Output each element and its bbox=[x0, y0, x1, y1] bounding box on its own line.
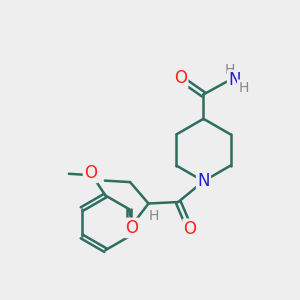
Text: O: O bbox=[125, 219, 138, 237]
Text: O: O bbox=[174, 69, 187, 87]
Text: N: N bbox=[197, 172, 210, 190]
Text: H: H bbox=[238, 81, 248, 94]
Text: H: H bbox=[225, 63, 236, 77]
Text: N: N bbox=[228, 71, 241, 89]
Text: O: O bbox=[84, 164, 97, 182]
Text: H: H bbox=[149, 209, 159, 223]
Text: O: O bbox=[184, 220, 196, 238]
